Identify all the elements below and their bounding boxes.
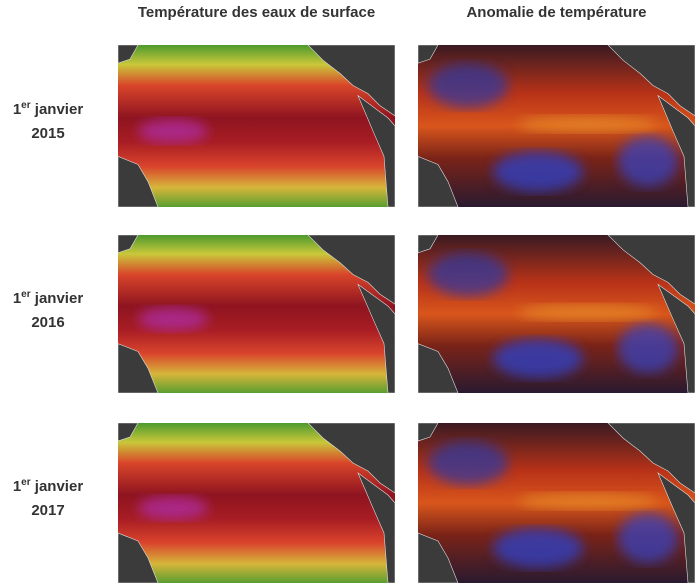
sst-map xyxy=(118,45,395,207)
year: 2016 xyxy=(31,314,65,331)
month: janvier xyxy=(34,290,84,307)
day: 1 xyxy=(12,290,22,307)
anomaly-map xyxy=(418,423,695,583)
column-header: Anomalie de température xyxy=(466,4,647,21)
anomaly-map xyxy=(418,45,695,207)
row-label: 1er janvier 2015 xyxy=(0,94,96,146)
column-header: Température des eaux de surface xyxy=(137,4,376,21)
month: janvier xyxy=(34,478,84,495)
anomaly-map xyxy=(418,235,695,393)
suffix: er xyxy=(21,100,31,111)
sst-map xyxy=(118,235,395,393)
suffix: er xyxy=(21,289,31,300)
year: 2015 xyxy=(31,125,65,142)
row-label: 1er janvier 2017 xyxy=(0,471,96,523)
day: 1 xyxy=(12,478,22,495)
day: 1 xyxy=(12,101,22,118)
sst-map xyxy=(118,423,395,583)
month: janvier xyxy=(34,101,84,118)
year: 2017 xyxy=(31,502,65,519)
row-label: 1er janvier 2016 xyxy=(0,283,96,335)
suffix: er xyxy=(21,477,31,488)
